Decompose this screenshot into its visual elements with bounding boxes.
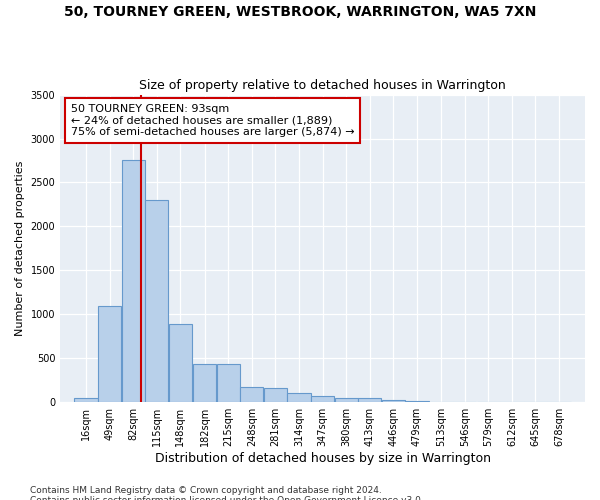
Bar xyxy=(193,364,217,402)
Bar xyxy=(264,388,287,402)
Bar xyxy=(311,396,334,402)
Bar xyxy=(335,398,358,402)
Text: Contains public sector information licensed under the Open Government Licence v3: Contains public sector information licen… xyxy=(30,496,424,500)
Bar xyxy=(287,394,311,402)
Text: 50 TOURNEY GREEN: 93sqm
← 24% of detached houses are smaller (1,889)
75% of semi: 50 TOURNEY GREEN: 93sqm ← 24% of detache… xyxy=(71,104,354,137)
Bar xyxy=(240,388,263,402)
Bar xyxy=(122,160,145,402)
Bar xyxy=(74,398,98,402)
Bar xyxy=(98,306,121,402)
Text: 50, TOURNEY GREEN, WESTBROOK, WARRINGTON, WA5 7XN: 50, TOURNEY GREEN, WESTBROOK, WARRINGTON… xyxy=(64,5,536,19)
X-axis label: Distribution of detached houses by size in Warrington: Distribution of detached houses by size … xyxy=(155,452,491,465)
Bar xyxy=(382,400,405,402)
Bar xyxy=(358,398,382,402)
Title: Size of property relative to detached houses in Warrington: Size of property relative to detached ho… xyxy=(139,79,506,92)
Bar xyxy=(217,364,240,402)
Y-axis label: Number of detached properties: Number of detached properties xyxy=(15,160,25,336)
Bar xyxy=(145,200,169,402)
Text: Contains HM Land Registry data © Crown copyright and database right 2024.: Contains HM Land Registry data © Crown c… xyxy=(30,486,382,495)
Bar xyxy=(169,324,192,402)
